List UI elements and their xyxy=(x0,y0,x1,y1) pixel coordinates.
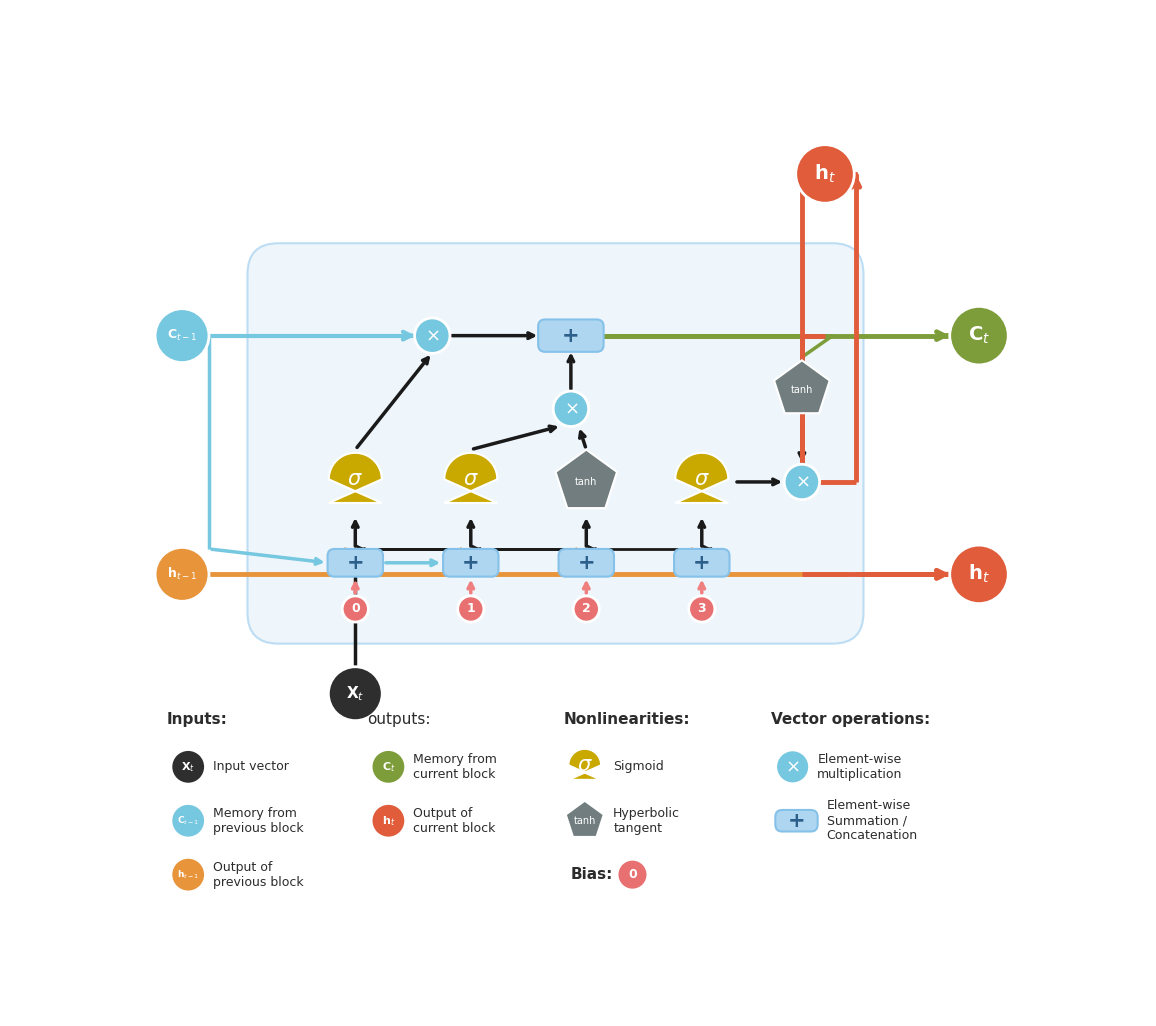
Text: Element-wise
multiplication: Element-wise multiplication xyxy=(817,753,903,781)
Text: Inputs:: Inputs: xyxy=(166,712,228,727)
Polygon shape xyxy=(569,749,601,780)
Text: +: + xyxy=(787,811,806,831)
Circle shape xyxy=(950,545,1008,603)
Text: Output of
current block: Output of current block xyxy=(413,806,496,835)
Text: Hyperbolic
tangent: Hyperbolic tangent xyxy=(613,806,680,835)
Text: tanh: tanh xyxy=(791,385,813,395)
Circle shape xyxy=(573,596,599,622)
Text: $\times$: $\times$ xyxy=(785,758,800,776)
Text: Input vector: Input vector xyxy=(213,760,289,774)
Text: C$_t$: C$_t$ xyxy=(968,325,991,347)
Text: X$_t$: X$_t$ xyxy=(181,760,195,774)
Circle shape xyxy=(415,318,450,353)
Circle shape xyxy=(784,464,820,500)
Text: Nonlinearities:: Nonlinearities: xyxy=(563,712,690,727)
Text: 0: 0 xyxy=(351,602,360,616)
FancyBboxPatch shape xyxy=(776,810,817,831)
Text: Memory from
previous block: Memory from previous block xyxy=(213,806,304,835)
Text: Memory from
current block: Memory from current block xyxy=(413,753,497,781)
Polygon shape xyxy=(675,452,728,503)
Circle shape xyxy=(776,750,809,784)
Text: $\sigma$: $\sigma$ xyxy=(577,755,593,775)
Circle shape xyxy=(155,309,209,362)
Text: h$_t$: h$_t$ xyxy=(381,814,395,828)
Text: +: + xyxy=(578,553,595,573)
Text: +: + xyxy=(562,325,579,346)
Text: 2: 2 xyxy=(581,602,591,616)
Circle shape xyxy=(328,667,383,720)
Text: $\times$: $\times$ xyxy=(564,400,578,418)
Circle shape xyxy=(155,548,209,601)
Text: Element-wise
Summation /
Concatenation: Element-wise Summation / Concatenation xyxy=(827,799,918,842)
Text: C$_{t-1}$: C$_{t-1}$ xyxy=(166,328,198,343)
Circle shape xyxy=(795,145,854,203)
Circle shape xyxy=(371,750,406,784)
Text: +: + xyxy=(692,553,711,573)
Circle shape xyxy=(617,859,647,890)
Circle shape xyxy=(171,803,205,837)
Text: Bias:: Bias: xyxy=(571,867,614,882)
Polygon shape xyxy=(565,800,603,837)
Polygon shape xyxy=(328,452,381,503)
FancyBboxPatch shape xyxy=(674,549,729,577)
Circle shape xyxy=(554,391,588,427)
Text: X$_t$: X$_t$ xyxy=(346,684,364,703)
Circle shape xyxy=(689,596,714,622)
Text: tanh: tanh xyxy=(573,816,596,826)
Circle shape xyxy=(458,596,484,622)
Circle shape xyxy=(171,858,205,892)
FancyBboxPatch shape xyxy=(327,549,383,577)
Text: Output of
previous block: Output of previous block xyxy=(213,861,304,889)
Text: 3: 3 xyxy=(697,602,706,616)
Text: +: + xyxy=(347,553,364,573)
Text: $\sigma$: $\sigma$ xyxy=(694,469,710,488)
Text: h$_{t-1}$: h$_{t-1}$ xyxy=(168,566,197,583)
Text: 0: 0 xyxy=(628,868,637,881)
Polygon shape xyxy=(775,360,830,413)
Text: C$_t$: C$_t$ xyxy=(381,760,395,774)
Text: 1: 1 xyxy=(466,602,475,616)
FancyBboxPatch shape xyxy=(443,549,498,577)
Text: Vector operations:: Vector operations: xyxy=(771,712,931,727)
Text: $\times$: $\times$ xyxy=(794,473,809,490)
Text: Sigmoid: Sigmoid xyxy=(613,760,664,774)
Text: $\sigma$: $\sigma$ xyxy=(348,469,363,488)
FancyBboxPatch shape xyxy=(247,243,864,643)
Text: $\times$: $\times$ xyxy=(425,326,439,345)
FancyBboxPatch shape xyxy=(558,549,614,577)
FancyBboxPatch shape xyxy=(539,319,603,352)
Polygon shape xyxy=(444,452,497,503)
Circle shape xyxy=(371,803,406,837)
Circle shape xyxy=(171,750,205,784)
Text: C$_{t-1}$: C$_{t-1}$ xyxy=(177,815,199,827)
Polygon shape xyxy=(556,449,617,508)
Text: h$_t$: h$_t$ xyxy=(968,563,990,586)
Circle shape xyxy=(950,307,1008,365)
Text: +: + xyxy=(462,553,480,573)
Text: $\sigma$: $\sigma$ xyxy=(462,469,479,488)
Text: h$_t$: h$_t$ xyxy=(814,163,836,185)
Text: tanh: tanh xyxy=(575,477,598,487)
Text: h$_{t-1}$: h$_{t-1}$ xyxy=(177,868,199,881)
Text: outputs:: outputs: xyxy=(366,712,430,727)
Circle shape xyxy=(342,596,369,622)
